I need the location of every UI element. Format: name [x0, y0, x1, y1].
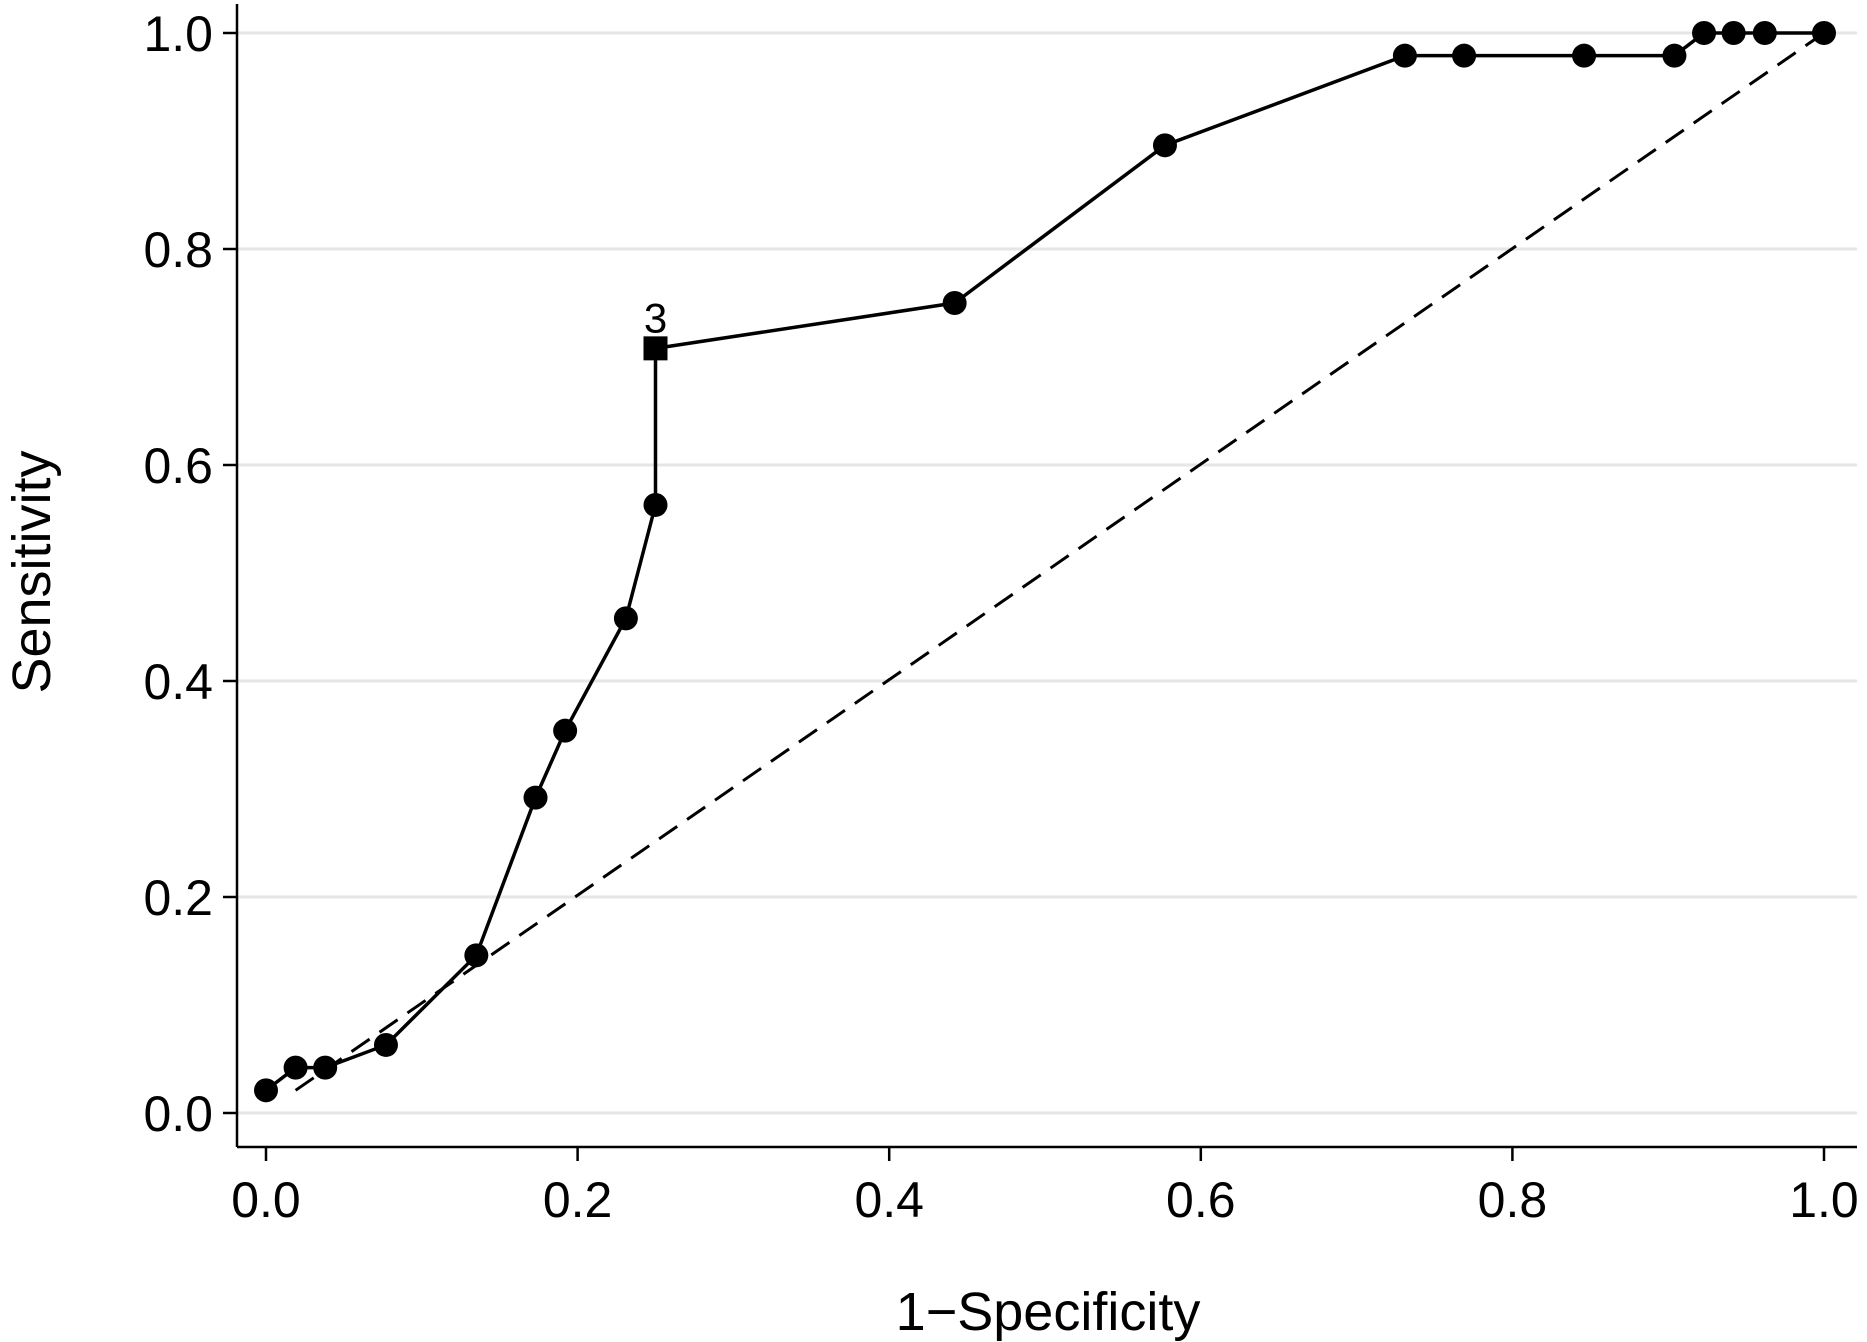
- y-tick-label: 0.4: [143, 654, 213, 710]
- circle-marker: [643, 492, 668, 517]
- circle-marker: [464, 943, 489, 968]
- circle-marker: [1812, 21, 1836, 45]
- circle-marker: [942, 291, 967, 315]
- reference-diagonal: [294, 31, 1825, 1092]
- x-tick-label: 0.4: [854, 1172, 924, 1228]
- square-marker: [643, 336, 668, 361]
- x-tick-label: 0.2: [543, 1172, 613, 1228]
- gridlines: [237, 31, 1857, 1115]
- circle-marker: [1572, 43, 1597, 68]
- circle-marker: [613, 606, 638, 631]
- x-tick-label: 0.8: [1478, 1172, 1548, 1228]
- circle-marker: [1152, 133, 1177, 158]
- point-labels: 3: [644, 294, 667, 341]
- roc-line: [264, 31, 1824, 1092]
- x-tick-label: 1.0: [1789, 1172, 1859, 1228]
- x-tick-label: 0.0: [231, 1172, 301, 1228]
- circle-marker: [1392, 43, 1417, 68]
- y-tick-label: 0.6: [143, 438, 213, 494]
- circle-marker: [1692, 21, 1717, 45]
- x-axis-title: 1−Specificity: [896, 1282, 1201, 1342]
- circle-marker: [1662, 43, 1687, 68]
- circle-marker: [1452, 43, 1477, 68]
- y-tick-label: 0.8: [143, 222, 213, 278]
- roc-curve: [264, 31, 1824, 1092]
- circle-marker: [313, 1055, 338, 1080]
- y-tick-label: 0.0: [143, 1086, 213, 1142]
- x-tick-label: 0.6: [1166, 1172, 1236, 1228]
- circle-marker: [1721, 21, 1746, 45]
- axes: [235, 4, 1857, 1149]
- circle-marker: [553, 718, 578, 743]
- y-tick-label: 0.2: [143, 870, 213, 926]
- point-label: 3: [644, 294, 667, 341]
- circle-marker: [254, 1078, 278, 1103]
- reference-line: [294, 31, 1825, 1092]
- circle-marker: [523, 785, 548, 810]
- y-tick-label: 1.0: [143, 6, 213, 62]
- y-axis-title: Sensitivity: [2, 450, 62, 693]
- axis-ticks: 0.0 0.2 0.4 0.6 0.8 1.0 0.0 0.2 0.4 0.6 0.8 1.0: [143, 6, 1858, 1228]
- circle-marker: [1752, 21, 1777, 45]
- circle-marker: [373, 1032, 398, 1057]
- roc-markers: [254, 21, 1836, 1103]
- circle-marker: [283, 1055, 308, 1080]
